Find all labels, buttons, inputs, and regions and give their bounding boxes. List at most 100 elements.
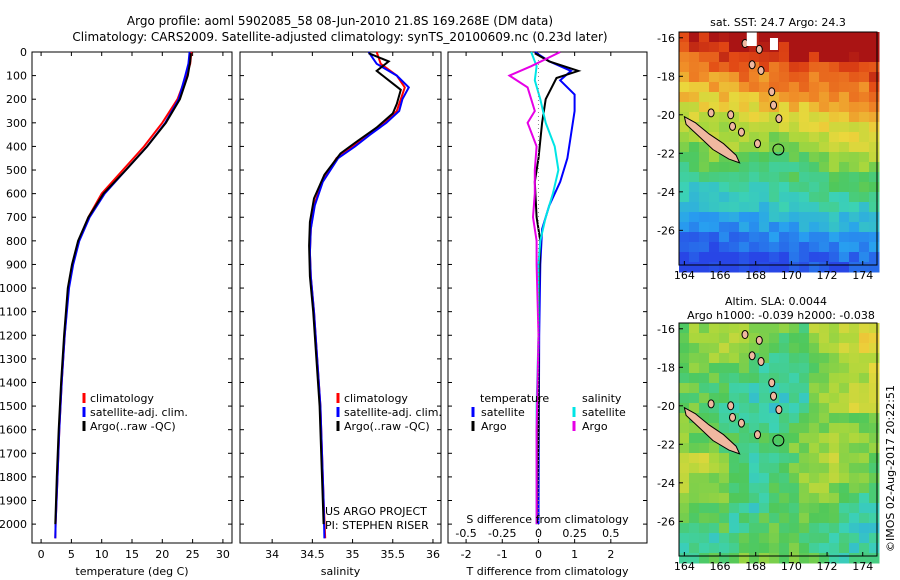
map_sla-cell: [819, 473, 830, 484]
map_sla-cell: [829, 323, 840, 334]
map_sst-cell: [789, 222, 800, 233]
map_sst-cell: [829, 32, 840, 43]
sla-map: 164 166 168 170 172 174 -16 -18 -20 -22 -24 -26 Alti…: [657, 295, 880, 573]
map_sst-cell: [779, 112, 790, 123]
map_sst-cell: [739, 142, 750, 153]
map_sla-cell: [699, 433, 710, 444]
map_sst-cell: [869, 202, 880, 213]
map_sst-cell: [739, 182, 750, 193]
map_sst-cell: [789, 162, 800, 173]
map_sla-cell: [709, 473, 720, 484]
map_sst-cell: [799, 242, 810, 253]
map_sla-cell: [689, 473, 700, 484]
map_sla-cell: [789, 483, 800, 494]
map_sla-cell: [729, 473, 740, 484]
map_sst-cell: [689, 32, 700, 43]
difference-xtick-label: 1: [571, 548, 578, 561]
map_sst-cell: [849, 42, 860, 53]
map_sst-cell: [699, 92, 710, 103]
map_sst-cell: [799, 82, 810, 93]
map_sla-cell: [769, 323, 780, 334]
map_sla-small-island: [737, 418, 745, 428]
difference-s-tick-label: -0.5: [455, 527, 476, 540]
map_sla-cell: [799, 423, 810, 434]
map_sla-cell: [679, 503, 690, 514]
map_sst-cell: [709, 162, 720, 173]
map_sst-cell: [729, 32, 740, 43]
map_sla-cell: [859, 473, 870, 484]
map_sst-cell: [749, 72, 760, 83]
map_sst-cell: [839, 182, 850, 193]
map_sst-cell: [729, 42, 740, 53]
map_sla-cell: [759, 543, 770, 554]
map_sla-cell: [859, 533, 870, 544]
map_sla-cell: [689, 453, 700, 464]
map_sst-cell: [839, 82, 850, 93]
map_sla-xtick-label: 168: [745, 560, 766, 573]
temperature-series-argo-raw-qc-: [54, 53, 192, 525]
map_sst-cell: [789, 62, 800, 73]
map_sla-cell: [709, 453, 720, 464]
map_sla-cell: [689, 373, 700, 384]
map_sst-small-island: [768, 87, 776, 97]
map_sla-cell: [749, 403, 760, 414]
map_sst-cell: [749, 222, 760, 233]
map_sst-cell: [719, 212, 730, 223]
map_sla-cell: [799, 483, 810, 494]
map_sla-cell: [799, 533, 810, 544]
map_sla-cell: [859, 463, 870, 474]
map_sla-cell: [839, 513, 850, 524]
map_sla-cell: [759, 473, 770, 484]
map_sla-cell: [759, 333, 770, 344]
map_sst-cell: [779, 182, 790, 193]
map_sla-cell: [739, 393, 750, 404]
map_sst-cell: [789, 102, 800, 113]
map_sst-cell: [869, 92, 880, 103]
map_sla-cell: [829, 373, 840, 384]
map_sst-cell: [709, 172, 720, 183]
map_sla-cell: [799, 523, 810, 534]
map_sst-cell: [839, 92, 850, 103]
map_sst-cell: [759, 102, 770, 113]
map_sst-cell: [869, 102, 880, 113]
map_sla-cell: [699, 393, 710, 404]
map_sla-cell: [789, 553, 800, 564]
map_sst-cell: [729, 102, 740, 113]
map_sla-cell: [729, 423, 740, 434]
map_sla-cell: [699, 473, 710, 484]
map_sst-cell: [779, 52, 790, 63]
map_sla-cell: [829, 473, 840, 484]
map_sla-cell: [859, 543, 870, 554]
temperature-ytick-label: 1100: [0, 306, 27, 319]
map_sst-cell: [719, 102, 730, 113]
map_sst-cell: [799, 152, 810, 163]
map_sla-cell: [799, 323, 810, 334]
map_sla-cell: [769, 333, 780, 344]
map_sst-cell: [749, 142, 760, 153]
map_sst-cell: [809, 72, 820, 83]
map_sst-cell: [749, 252, 760, 263]
map_sst-cell: [779, 242, 790, 253]
map_sla-cell: [749, 373, 760, 384]
map_sst-cell: [789, 132, 800, 143]
map_sla-cell: [819, 343, 830, 354]
map_sst-cell: [849, 52, 860, 63]
map_sla-cell: [829, 433, 840, 444]
map_sst-cell: [869, 112, 880, 123]
map_sla-cell: [809, 433, 820, 444]
map_sla-cell: [679, 533, 690, 544]
map_sla-cell: [869, 353, 880, 364]
map_sla-cell: [709, 513, 720, 524]
salinity-legend-label: satellite-adj. clim.: [344, 406, 442, 419]
map_sst-cell: [699, 192, 710, 203]
map_sla-cell: [819, 413, 830, 424]
map_sla-cell: [779, 493, 790, 504]
salinity-legend-label: Argo(..raw -QC): [344, 420, 430, 433]
map_sst-cell: [829, 172, 840, 183]
map_sla-cell: [719, 353, 730, 364]
map_sla-cell: [719, 373, 730, 384]
map_sla-cell: [819, 513, 830, 524]
map_sla-cell: [719, 363, 730, 374]
map_sst-cell: [869, 122, 880, 133]
temperature-ytick-label: 1500: [0, 400, 27, 413]
